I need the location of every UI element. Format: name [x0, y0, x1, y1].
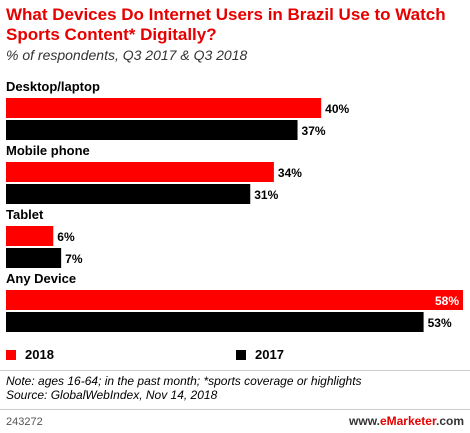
- bar-any-device-2018: [6, 290, 463, 310]
- data-label-desktop-laptop-2018: 40%: [325, 102, 349, 116]
- data-label-tablet-2018: 6%: [57, 230, 75, 244]
- footnote: Note: ages 16-64; in the past month; *sp…: [6, 374, 464, 402]
- legend-swatch-2018: [6, 350, 16, 360]
- brand-prefix: www.: [349, 414, 380, 428]
- footer-divider: [0, 409, 470, 410]
- bar-any-device-2017: [6, 312, 424, 332]
- legend-label-2018: 2018: [25, 347, 54, 362]
- bar-mobile-phone-2018: [6, 162, 274, 182]
- data-label-mobile-phone-2017: 31%: [254, 188, 278, 202]
- category-label-desktop-laptop: Desktop/laptop: [6, 79, 100, 94]
- brand-logo: www.eMarketer.com: [349, 414, 464, 428]
- note-text: Note: ages 16-64; in the past month; *sp…: [6, 374, 362, 388]
- bar-tablet-2017: [6, 248, 62, 268]
- bar-desktop-laptop-2018: [6, 98, 322, 118]
- category-label-mobile-phone: Mobile phone: [6, 143, 90, 158]
- data-label-any-device-2017: 53%: [428, 316, 452, 330]
- data-label-mobile-phone-2018: 34%: [278, 166, 302, 180]
- legend-label-2017: 2017: [255, 347, 284, 362]
- source-text: Source: GlobalWebIndex, Nov 14, 2018: [6, 388, 218, 402]
- brand-name: eMarketer: [379, 414, 436, 428]
- chart-subtitle: % of respondents, Q3 2017 & Q3 2018: [6, 47, 248, 63]
- brand-suffix: .com: [435, 414, 464, 428]
- data-label-desktop-laptop-2017: 37%: [302, 124, 326, 138]
- divider: [0, 370, 470, 371]
- chart-id: 243272: [6, 416, 43, 428]
- bar-desktop-laptop-2017: [6, 120, 298, 140]
- bar-tablet-2018: [6, 226, 54, 246]
- bar-chart: Desktop/laptop 40% 37% Mobile phone 34%31% Ta…: [6, 79, 463, 332]
- category-label-tablet: Tablet: [6, 207, 44, 222]
- legend-item-2018: 2018: [6, 347, 54, 362]
- bar-mobile-phone-2017: [6, 184, 251, 204]
- data-label-any-device-2018: 58%: [435, 294, 459, 308]
- chart-title: What Devices Do Internet Users in Brazil…: [6, 5, 446, 44]
- legend-swatch-2017: [236, 350, 246, 360]
- data-label-tablet-2017: 7%: [65, 252, 83, 266]
- category-label-any-device: Any Device: [6, 271, 76, 286]
- legend-item-2017: 2017: [236, 347, 284, 362]
